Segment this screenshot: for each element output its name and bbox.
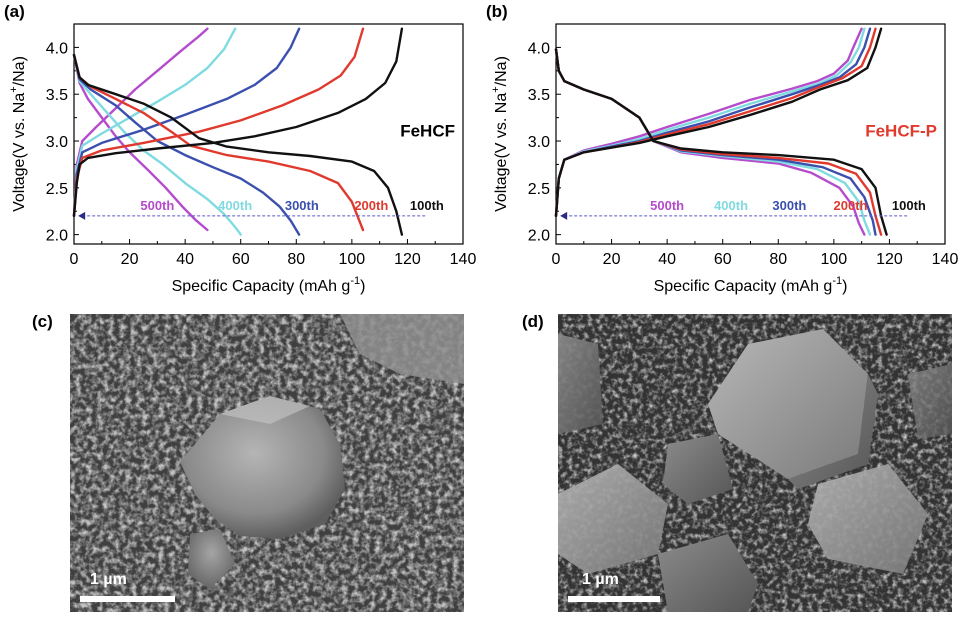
x-tick-label: 100: [339, 251, 366, 268]
y-tick-label: 3.0: [46, 134, 68, 151]
cycle-label-100th: 100th: [892, 198, 926, 213]
x-tick-label: 0: [70, 251, 79, 268]
x-tick-label: 60: [232, 251, 250, 268]
y-tick-label: 2.0: [46, 228, 68, 245]
y-tick-label: 2.5: [528, 181, 550, 198]
x-tick-label: 140: [932, 251, 959, 268]
panel-label-a: (a): [4, 2, 25, 21]
y-tick-label: 2.5: [46, 181, 68, 198]
x-tick-label: 40: [176, 251, 194, 268]
x-tick-label: 60: [714, 251, 732, 268]
x-tick-label: 40: [658, 251, 676, 268]
scale-label-d: 1 µm: [582, 571, 619, 588]
scale-line-c: [80, 596, 175, 602]
cycle-label-500th: 500th: [140, 198, 174, 213]
x-tick-label: 80: [769, 251, 787, 268]
cycle-label-500th: 500th: [650, 198, 684, 213]
y-tick-label: 3.5: [46, 87, 68, 104]
x-axis-label: Specific Capacity (mAh g-1): [172, 275, 366, 295]
cycle-label-300th: 300th: [285, 198, 319, 213]
series-100th-discharge-line: [72, 53, 404, 236]
scale-line-d: [568, 596, 660, 602]
x-tick-label: 0: [552, 251, 561, 268]
series-400th-discharge-line: [72, 53, 242, 236]
cycle-label-200th: 200th: [834, 198, 868, 213]
y-tick-label: 3.0: [528, 134, 550, 151]
material-label: FeHCF: [400, 121, 455, 140]
series-400th-charge-line: [554, 27, 866, 218]
series-100th-charge-line: [72, 27, 404, 218]
chart-a-voltage-profile: 0 20 40 60 80 100 120 140 2.0 2.5 3.0 3.5 4.0 Specifi…: [8, 23, 477, 295]
y-tick-label: 2.0: [528, 228, 550, 245]
series-300th-charge-line: [72, 27, 301, 218]
y-tick-label: 4.0: [528, 40, 550, 57]
panel-label-d: (d): [522, 312, 544, 331]
cycle-arrow-head-icon: [78, 211, 86, 220]
x-tick-label: 80: [287, 251, 305, 268]
series-100th-charge-line: [554, 27, 883, 218]
x-axis-label: Specific Capacity (mAh g-1): [654, 275, 848, 295]
cycle-label-100th: 100th: [410, 198, 444, 213]
x-tick-label: 120: [394, 251, 421, 268]
sem-micrograph-d: 1 µm: [558, 314, 952, 612]
scale-bar-c: 1 µm: [80, 569, 190, 609]
y-tick-label: 3.5: [528, 87, 550, 104]
x-tick-label: 20: [603, 251, 621, 268]
cycle-arrow-head-icon: [560, 211, 568, 220]
series-400th-charge-line: [72, 27, 237, 218]
series-200th-charge-line: [554, 27, 877, 218]
x-tick-label: 140: [450, 251, 477, 268]
cycle-label-300th: 300th: [772, 198, 806, 213]
material-label: FeHCF-P: [865, 121, 937, 140]
sem-micrograph-cubic-particles-icon: [558, 314, 952, 612]
x-tick-label: 120: [876, 251, 903, 268]
cycle-label-400th: 400th: [218, 198, 252, 213]
panel-label-b: (b): [486, 2, 508, 21]
scale-label-c: 1 µm: [90, 571, 127, 588]
y-axis-label: Voltage(V vs. Na+/Na): [8, 56, 28, 212]
x-tick-label: 20: [121, 251, 139, 268]
series-500th-charge-line: [72, 27, 209, 218]
sem-micrograph-irregular-particle-icon: [70, 314, 464, 612]
series-200th-charge-line: [72, 27, 365, 218]
y-tick-label: 4.0: [46, 40, 68, 57]
scale-bar-d: 1 µm: [568, 569, 678, 609]
x-tick-label: 100: [821, 251, 848, 268]
series-300th-discharge-line: [72, 53, 301, 236]
chart-b-voltage-profile: 0 20 40 60 80 100 120 140 2.0 2.5 3.0 3.5 4.0 Specifi…: [490, 23, 959, 295]
series-500th-discharge-line: [554, 48, 866, 236]
cycle-label-200th: 200th: [354, 198, 388, 213]
cycle-label-400th: 400th: [714, 198, 748, 213]
series-100th-discharge-line: [554, 48, 888, 236]
sem-micrograph-c: 1 µm: [70, 314, 464, 612]
series-400th-discharge-line: [554, 48, 872, 236]
y-axis-label: Voltage(V vs. Na+/Na): [490, 56, 510, 212]
panel-label-c: (c): [32, 312, 53, 331]
